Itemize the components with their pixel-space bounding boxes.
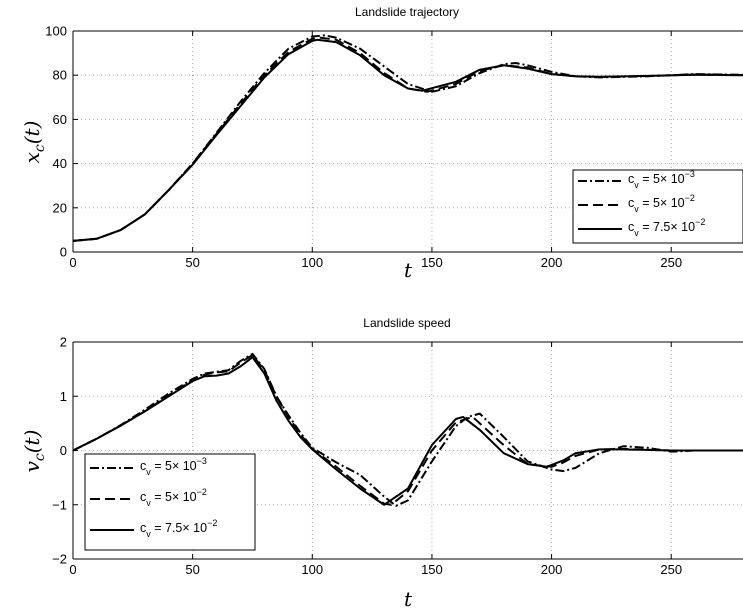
legend-label: cv = 7.5× 10−2 (628, 217, 705, 238)
x-tick-label: 0 (69, 255, 76, 270)
legend-label-sup: −2 (685, 193, 695, 203)
y-axis-label: vc(t) (20, 430, 48, 473)
legend-box (572, 169, 743, 244)
y-tick-label: −1 (52, 497, 67, 512)
chart-title: Landslide trajectory (355, 5, 459, 19)
series-line-dashdot (72, 34, 743, 242)
x-tick-label: 50 (185, 255, 199, 270)
y-tick-label: 1 (60, 389, 67, 404)
legend-label-mid: = 7.5× 10 (639, 220, 695, 234)
legend-label-sub: v (634, 204, 639, 214)
legend-label: cv = 5× 10−3 (628, 169, 695, 190)
x-tick-label: 250 (660, 255, 682, 270)
x-tick-label: 100 (301, 562, 323, 577)
legend-label-mid: = 5× 10 (639, 196, 685, 210)
legend-label-pre: c (140, 490, 146, 504)
y-tick-label: 2 (60, 335, 67, 350)
legend-label-sub: v (146, 467, 151, 477)
x-tick-label: 150 (421, 255, 443, 270)
y-axis-label-main: x (20, 152, 44, 163)
ticks: 0 50 100 150 200 250 −2 −1 0 1 2 (52, 335, 682, 578)
legend-label-sub: v (634, 228, 639, 238)
legend-label-sub: v (634, 180, 639, 190)
legend-label-sup: −2 (695, 217, 705, 227)
x-tick-label: 100 (301, 255, 323, 270)
series-line-dashdot (72, 352, 743, 507)
legend-label-pre: c (140, 521, 146, 535)
y-tick-label: 100 (45, 24, 67, 39)
legend-label-mid: = 5× 10 (151, 459, 197, 473)
speed-chart: Landslide speed 0 50 100 150 200 250 −2 −1 0 1 2 t… (20, 316, 743, 611)
ticks: 0 50 100 150 200 250 0 20 40 60 80 100 (45, 24, 682, 271)
legend-label-mid: = 5× 10 (639, 172, 685, 186)
x-axis-label: t (404, 258, 413, 282)
y-tick-label: 0 (60, 245, 67, 260)
series-line-dashed (72, 354, 743, 506)
legend-label-sup: −3 (197, 456, 207, 466)
legend-label: cv = 5× 10−2 (628, 193, 695, 214)
legend-label-mid: = 7.5× 10 (151, 521, 207, 535)
series-line-solid (72, 356, 743, 506)
trajectory-chart: Landslide trajectory 0 50 100 150 200 250 0 20 4… (20, 5, 743, 282)
legend-label-pre: c (628, 220, 634, 234)
x-tick-label: 200 (541, 562, 563, 577)
legend-label-sup: −3 (685, 169, 695, 179)
legend-box (84, 453, 256, 551)
y-axis-label-main: v (20, 460, 44, 472)
y-tick-label: 0 (60, 443, 67, 458)
x-tick-label: 150 (421, 562, 443, 577)
x-tick-label: 50 (185, 562, 199, 577)
y-axis-label-arg: (t) (20, 121, 44, 145)
x-tick-label: 200 (541, 255, 563, 270)
legend-label-sub: v (146, 498, 151, 508)
chart-title: Landslide speed (363, 316, 450, 330)
legend-label-pre: c (628, 172, 634, 186)
y-tick-label: −2 (52, 552, 67, 567)
legend-label: cv = 5× 10−2 (140, 487, 207, 508)
legend-label-sup: −2 (207, 518, 217, 528)
legend-label-pre: c (628, 196, 634, 210)
x-axis-label: t (404, 587, 413, 611)
y-tick-label: 20 (53, 200, 67, 215)
legend: cv = 5× 10−3cv = 5× 10−2cv = 7.5× 10−2 (84, 453, 256, 551)
x-tick-label: 250 (660, 562, 682, 577)
legend-label-sup: −2 (197, 487, 207, 497)
series-layer (72, 352, 743, 507)
y-tick-label: 80 (53, 68, 67, 83)
series-line-solid (72, 38, 743, 242)
legend-label: cv = 7.5× 10−2 (140, 518, 217, 539)
y-axis-label-sub: c (32, 453, 48, 461)
legend-label-pre: c (140, 459, 146, 473)
legend: cv = 5× 10−3cv = 5× 10−2cv = 7.5× 10−2 (572, 169, 743, 244)
legend-label-mid: = 5× 10 (151, 490, 197, 504)
y-axis-label-sub: c (32, 144, 48, 152)
x-tick-label: 0 (69, 562, 76, 577)
series-layer (72, 34, 743, 242)
y-tick-label: 60 (53, 112, 67, 127)
y-axis-label: xc(t) (20, 121, 48, 164)
y-axis-label-arg: (t) (20, 430, 44, 454)
legend-label: cv = 5× 10−3 (140, 456, 207, 477)
legend-label-sub: v (146, 529, 151, 539)
y-tick-label: 40 (53, 156, 67, 171)
